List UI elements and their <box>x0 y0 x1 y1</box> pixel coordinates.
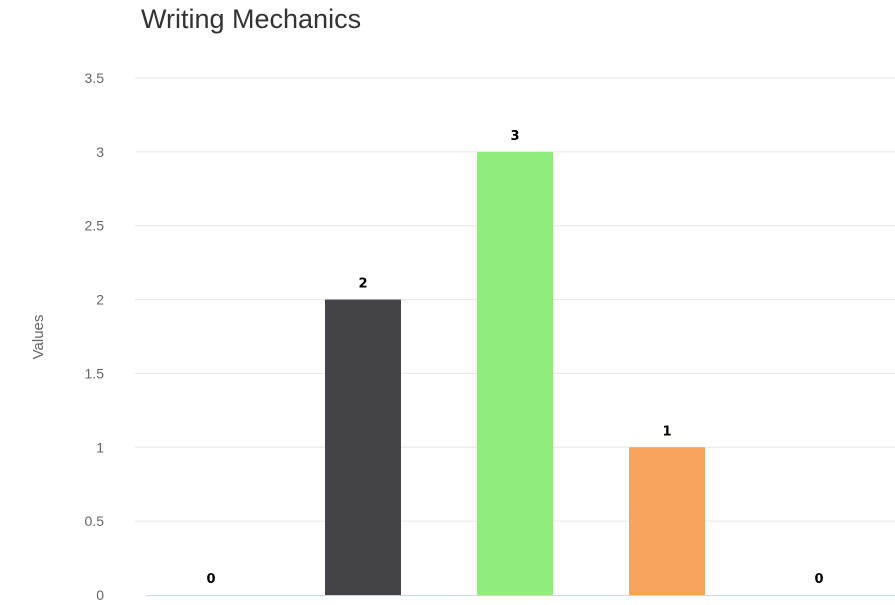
y-tick-label: 0.5 <box>85 513 105 529</box>
bar-data-label: 0 <box>206 572 215 587</box>
y-tick-label: 1 <box>96 439 104 455</box>
bar[interactable] <box>477 151 553 595</box>
bar[interactable] <box>629 447 705 595</box>
y-tick-label: 2.5 <box>85 218 105 234</box>
bar-data-label: 1 <box>662 424 671 439</box>
y-tick-label: 3.5 <box>85 70 105 86</box>
bar-data-label: 3 <box>510 129 519 144</box>
y-tick-label: 3 <box>96 144 104 160</box>
bar-data-label: 2 <box>358 277 367 292</box>
y-tick-label: 0 <box>96 587 104 603</box>
bar-data-label: 0 <box>814 572 823 587</box>
y-tick-label: 2 <box>96 292 104 308</box>
data-labels: 0 2 3 1 0 <box>206 129 823 587</box>
chart-title: Writing Mechanics <box>141 4 362 34</box>
y-axis-ticks: 0 0.5 1 1.5 2 2.5 3 3.5 <box>85 70 105 603</box>
bar[interactable] <box>325 299 401 595</box>
bars <box>325 151 705 595</box>
y-axis-title: Values <box>30 315 47 360</box>
y-tick-label: 1.5 <box>85 365 105 381</box>
